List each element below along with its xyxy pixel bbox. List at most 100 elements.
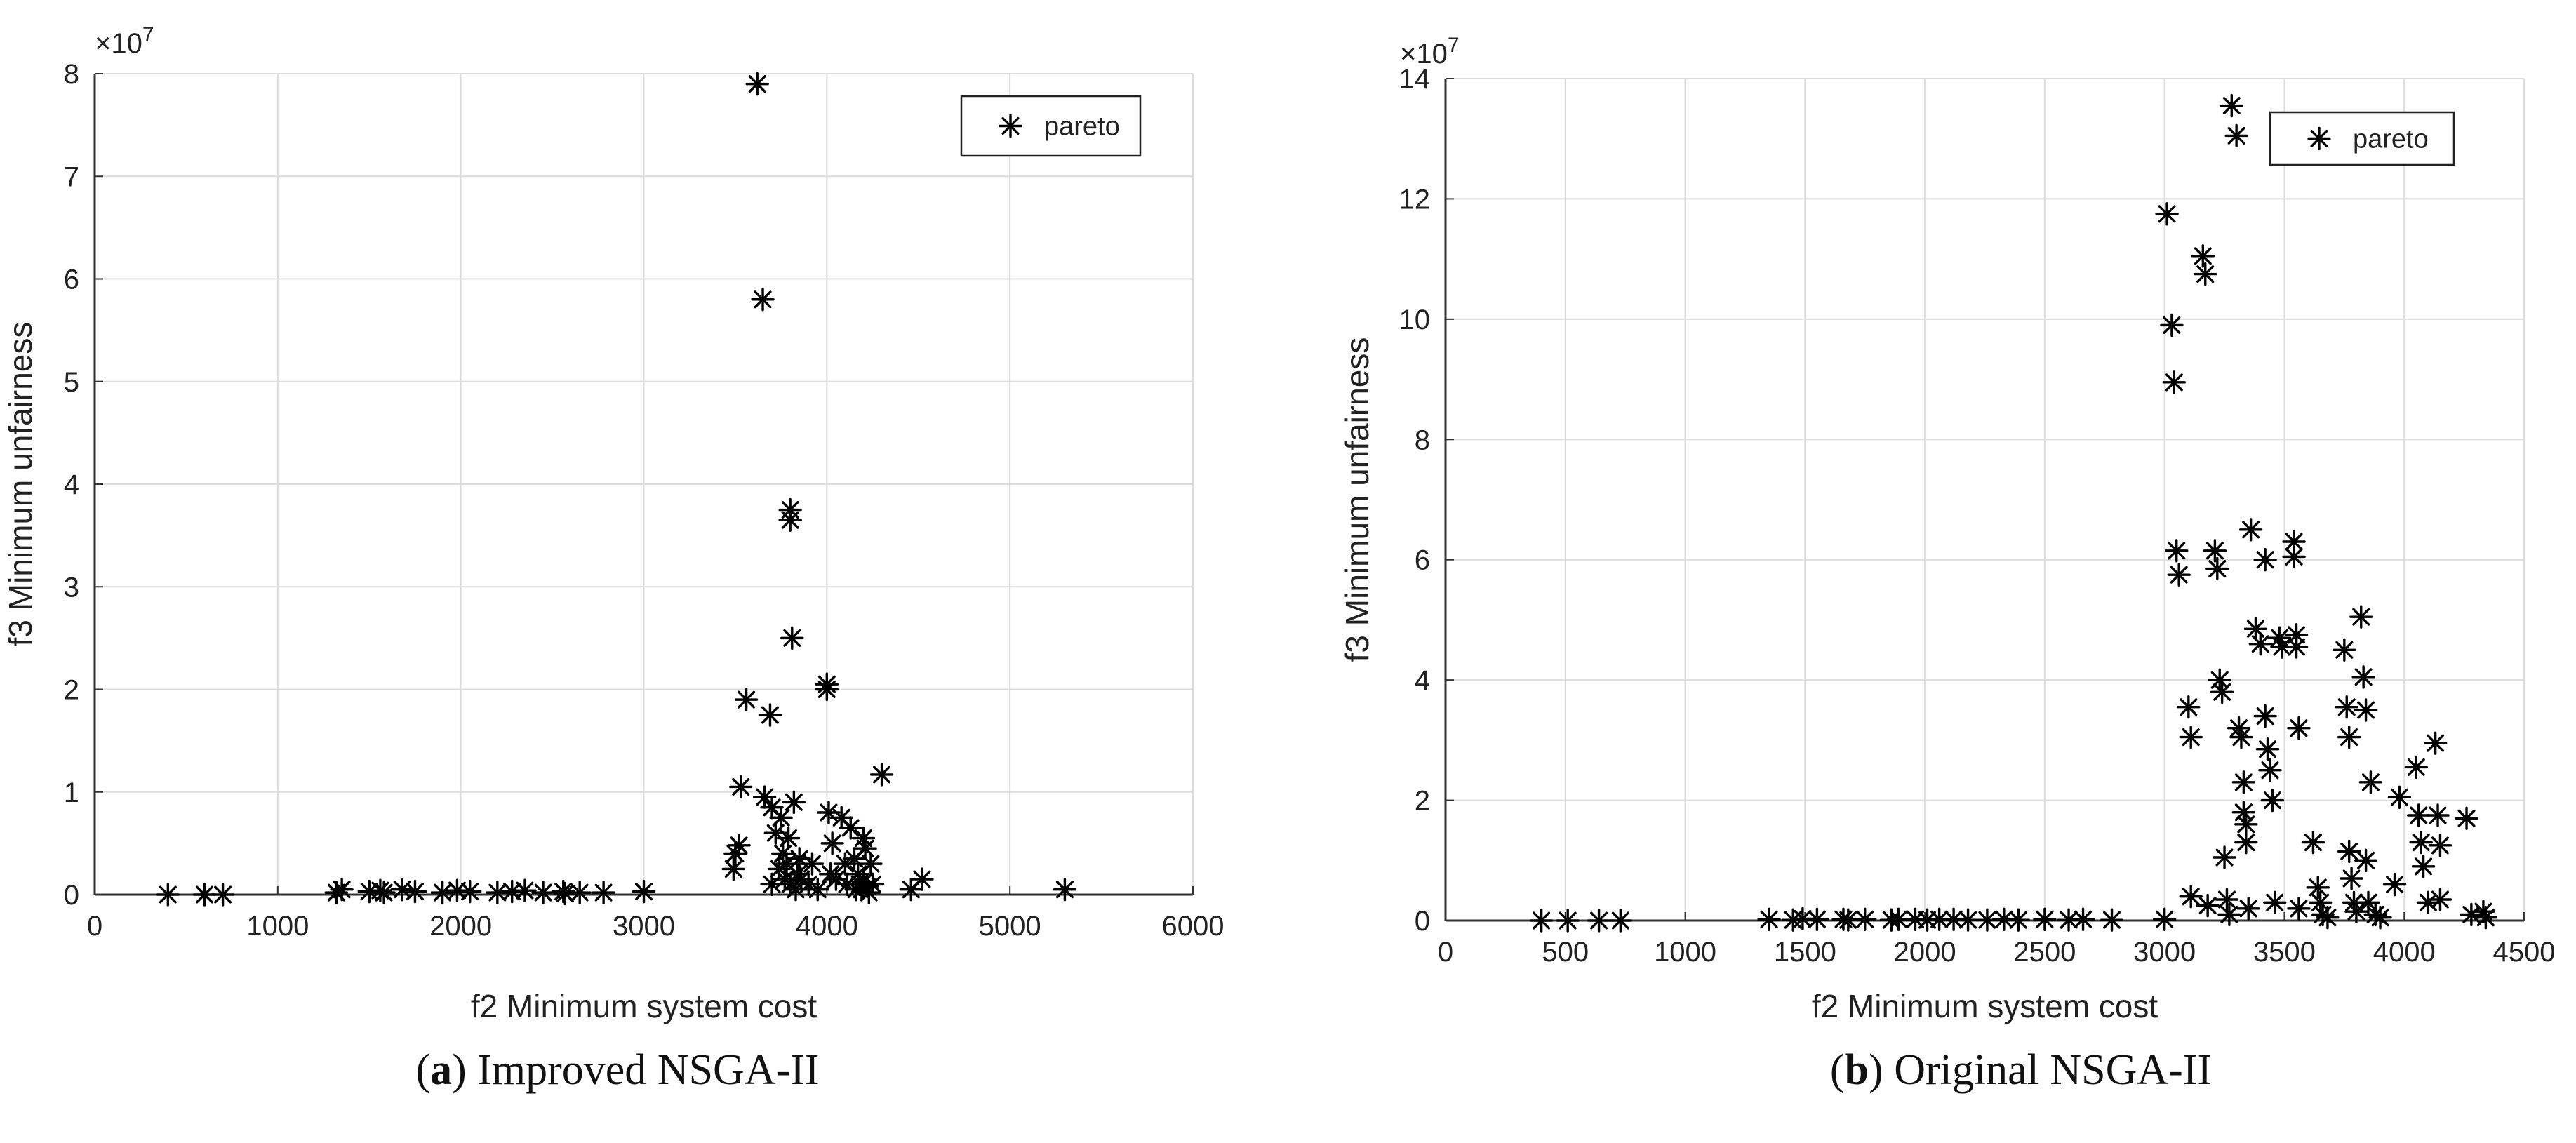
data-point-54 <box>817 801 841 824</box>
data-point-55 <box>2248 632 2272 656</box>
x-axis-title: f2 Minimum system cost <box>1812 988 2158 1024</box>
data-point-16 <box>531 881 555 904</box>
panel-a-improved-nsga2: 0 1000 2000 3000 4000 5000 6000 0 1 2 3 4 5 6 7 8 ×107 f2… <box>2 23 1224 1024</box>
data-point-56 <box>820 831 844 855</box>
data-point-16 <box>1942 907 1966 931</box>
x-tick-label-7: 3500 <box>2253 937 2316 968</box>
data-point-82 <box>2349 605 2373 629</box>
data-point-67 <box>2284 635 2309 659</box>
data-point-59 <box>833 852 857 876</box>
y-multiplier-label: ×107 <box>95 23 154 59</box>
legend: pareto <box>960 95 1142 157</box>
data-point-71 <box>857 881 881 904</box>
data-point-86 <box>2356 890 2380 914</box>
caption-a-letter: a <box>430 1046 453 1094</box>
data-point-80 <box>2342 890 2366 914</box>
data-point-70 <box>2301 830 2325 855</box>
data-point-27 <box>2160 313 2184 337</box>
data-point-18 <box>1975 908 1999 932</box>
data-point-30 <box>758 703 782 727</box>
data-point-81 <box>2344 900 2368 923</box>
data-point-33 <box>763 821 787 845</box>
data-point-49 <box>2231 801 2256 824</box>
legend: pareto <box>2269 111 2455 166</box>
data-point-7 <box>1805 907 1829 931</box>
data-point-43 <box>780 626 804 650</box>
data-point-33 <box>2179 885 2203 909</box>
legend-marker <box>2307 126 2331 151</box>
data-point-36 <box>771 841 795 866</box>
plot-area <box>1446 79 2524 921</box>
data-point-5 <box>1781 908 1805 932</box>
data-point-19 <box>1992 907 2016 931</box>
data-point-13 <box>486 881 509 904</box>
data-point-22 <box>2057 908 2081 932</box>
data-point-61 <box>839 816 862 840</box>
y-axis-title: f3 Minimum unfairness <box>1339 337 1375 662</box>
data-point-60 <box>835 872 859 897</box>
y-tick-label-7: 14 <box>1399 64 1431 95</box>
x-tick-label-4: 2000 <box>1894 937 1956 968</box>
data-point-26 <box>734 688 759 711</box>
data-point-15 <box>513 878 537 902</box>
caption-b-text: Original NSGA-II <box>1894 1046 2213 1094</box>
data-point-75 <box>2333 638 2356 662</box>
data-point-26 <box>2155 202 2179 226</box>
data-point-9 <box>1836 908 1860 932</box>
data-point-48 <box>2231 770 2256 794</box>
data-point-15 <box>1927 907 1951 931</box>
data-point-52 <box>2236 897 2260 921</box>
grid <box>1445 78 2525 921</box>
data-point-68 <box>2287 716 2311 740</box>
data-point-23 <box>2071 907 2095 931</box>
data-point-91 <box>2387 785 2412 809</box>
data-point-21 <box>2033 907 2057 931</box>
x-tick-label-5: 2500 <box>2013 937 2076 968</box>
x-tick-label-9: 4500 <box>2493 937 2556 968</box>
data-point-28 <box>2162 370 2187 394</box>
data-point-101 <box>2455 806 2478 830</box>
x-tick-label-3: 1500 <box>1774 937 1836 968</box>
panel-b-original-nsga2: 0 500 1000 1500 2000 2500 3000 3500 4000 4500 0 2 4 6… <box>1339 34 2555 1024</box>
data-point-59 <box>2258 758 2282 782</box>
data-point-14 <box>500 879 524 904</box>
data-point-22 <box>721 857 746 881</box>
y-tick-label-7: 7 <box>64 161 79 192</box>
data-point-35 <box>769 806 793 830</box>
data-point-72 <box>2308 890 2333 914</box>
data-point-44 <box>782 790 806 815</box>
data-point-46 <box>2227 716 2251 740</box>
x-tick-label-4: 4000 <box>796 911 858 942</box>
data-point-28 <box>751 288 775 312</box>
caption-b-letter: b <box>1844 1046 1869 1094</box>
data-point-10 <box>1853 907 1877 931</box>
data-point-58 <box>2255 737 2280 761</box>
data-point-24 <box>2100 908 2124 932</box>
data-point-89 <box>2368 906 2392 930</box>
data-point-1 <box>192 883 217 907</box>
x-tick-label-0: 0 <box>1438 937 1453 968</box>
data-point-63 <box>2270 635 2294 659</box>
data-point-32 <box>2179 725 2203 749</box>
data-point-90 <box>2382 872 2407 897</box>
data-point-65 <box>2282 544 2306 569</box>
y-tick-label-5: 10 <box>1399 305 1431 335</box>
data-point-99 <box>2428 834 2452 857</box>
data-point-50 <box>800 852 825 876</box>
y-multiplier-exponent: 7 <box>1448 34 1460 57</box>
data-point-48 <box>789 867 813 891</box>
data-point-34 <box>767 857 792 881</box>
x-tick-label-3: 3000 <box>613 911 675 942</box>
data-point-93 <box>2407 803 2431 827</box>
data-point-75 <box>899 877 923 902</box>
data-point-51 <box>2234 830 2258 855</box>
y-multiplier-exponent: 7 <box>142 23 154 46</box>
data-point-24 <box>727 834 751 857</box>
data-point-74 <box>869 763 894 787</box>
data-point-34 <box>2191 244 2215 268</box>
data-point-0 <box>1529 909 1554 933</box>
data-point-17 <box>1956 908 1980 932</box>
data-point-60 <box>2260 788 2285 813</box>
y-tick-label-1: 1 <box>64 777 79 808</box>
data-point-103 <box>2471 900 2495 923</box>
